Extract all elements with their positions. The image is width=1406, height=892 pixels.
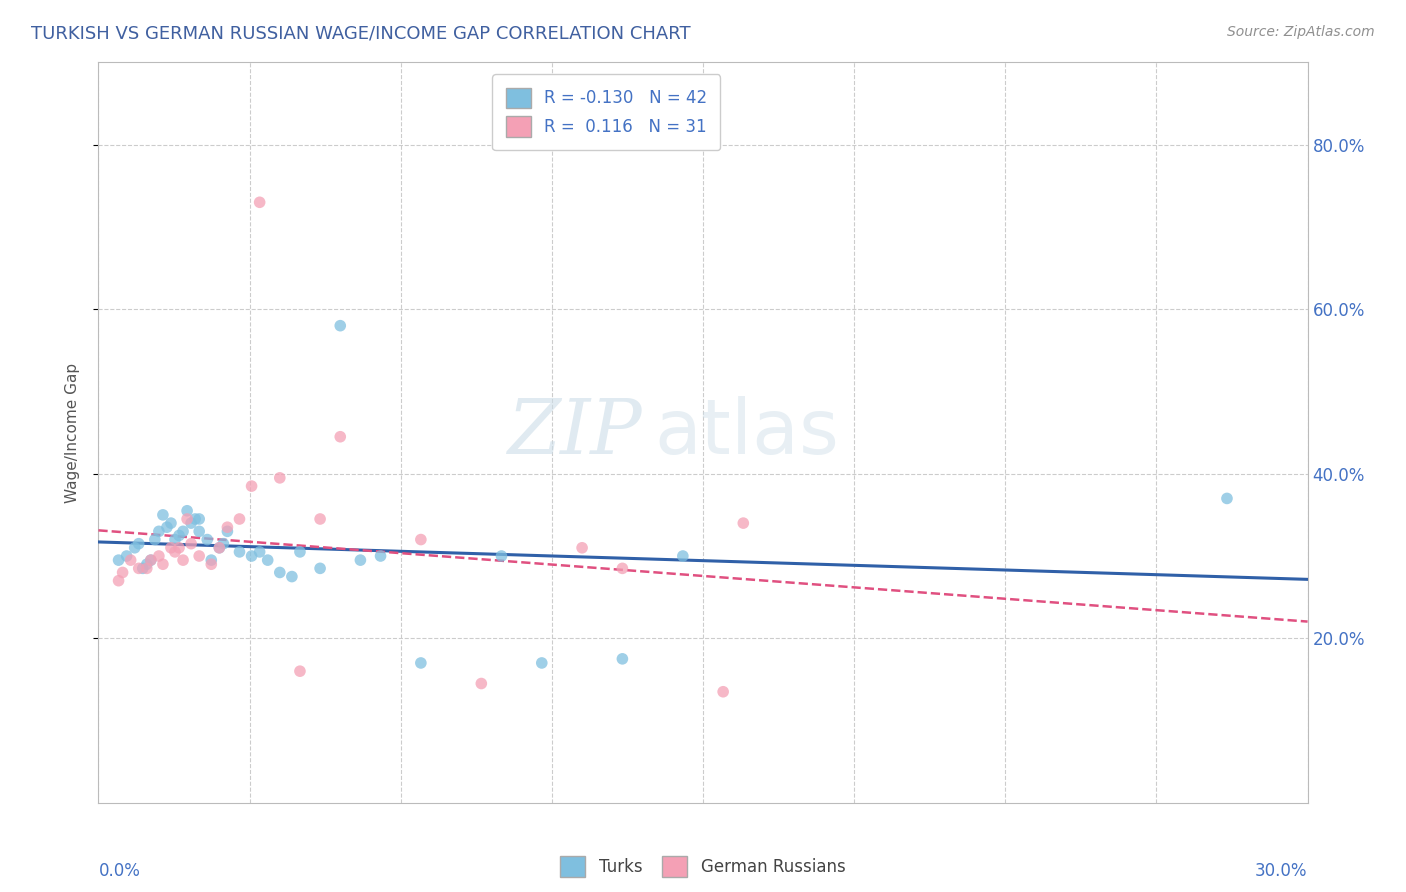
Point: [124, 541, 146, 555]
Text: atlas: atlas: [655, 396, 839, 469]
Point: [249, 195, 271, 210]
Point: [288, 545, 311, 559]
Point: [281, 569, 304, 583]
Point: [249, 545, 271, 559]
Point: [160, 541, 183, 555]
Point: [1216, 491, 1239, 506]
Point: [217, 520, 239, 534]
Point: [111, 566, 134, 580]
Text: Source: ZipAtlas.com: Source: ZipAtlas.com: [1227, 25, 1375, 39]
Y-axis label: Wage/Income Gap: Wage/Income Gap: [65, 362, 80, 503]
Text: TURKISH VS GERMAN RUSSIAN WAGE/INCOME GAP CORRELATION CHART: TURKISH VS GERMAN RUSSIAN WAGE/INCOME GA…: [31, 25, 690, 43]
Point: [208, 541, 231, 555]
Point: [172, 553, 194, 567]
Text: 30.0%: 30.0%: [1256, 862, 1308, 880]
Point: [612, 652, 634, 666]
Point: [163, 533, 186, 547]
Point: [172, 524, 194, 539]
Point: [152, 508, 174, 522]
Point: [733, 516, 755, 530]
Point: [188, 524, 211, 539]
Point: [167, 528, 190, 542]
Point: [160, 516, 183, 530]
Point: [176, 504, 198, 518]
Point: [329, 430, 352, 444]
Point: [148, 524, 170, 539]
Point: [208, 541, 231, 555]
Point: [143, 533, 166, 547]
Point: [139, 553, 162, 567]
Point: [180, 536, 202, 550]
Point: [256, 553, 278, 567]
Point: [188, 549, 211, 563]
Point: [349, 553, 371, 567]
Point: [470, 676, 492, 690]
Point: [217, 524, 239, 539]
Point: [135, 558, 157, 572]
Point: [612, 561, 634, 575]
Point: [269, 471, 291, 485]
Point: [107, 553, 129, 567]
Point: [200, 558, 222, 572]
Point: [370, 549, 392, 563]
Point: [139, 553, 162, 567]
Point: [184, 512, 207, 526]
Point: [115, 549, 138, 563]
Point: [409, 656, 432, 670]
Point: [195, 533, 218, 547]
Legend: Turks, German Russians: Turks, German Russians: [554, 850, 852, 883]
Point: [409, 533, 432, 547]
Point: [128, 561, 150, 575]
Point: [228, 512, 250, 526]
Point: [240, 549, 263, 563]
Point: [571, 541, 593, 555]
Point: [135, 561, 157, 575]
Point: [212, 536, 235, 550]
Point: [269, 566, 291, 580]
Point: [163, 545, 186, 559]
Text: ZIP: ZIP: [508, 396, 643, 469]
Point: [711, 685, 734, 699]
Point: [152, 558, 174, 572]
Point: [228, 545, 250, 559]
Point: [156, 520, 179, 534]
Point: [530, 656, 553, 670]
Point: [132, 561, 155, 575]
Point: [309, 561, 332, 575]
Point: [176, 512, 198, 526]
Point: [309, 512, 332, 526]
Point: [107, 574, 129, 588]
Point: [167, 541, 190, 555]
Point: [240, 479, 263, 493]
Point: [288, 664, 311, 678]
Point: [200, 553, 222, 567]
Point: [128, 536, 150, 550]
Point: [148, 549, 170, 563]
Point: [329, 318, 352, 333]
Text: 0.0%: 0.0%: [98, 862, 141, 880]
Point: [672, 549, 695, 563]
Point: [120, 553, 142, 567]
Point: [180, 516, 202, 530]
Point: [491, 549, 513, 563]
Point: [188, 512, 211, 526]
